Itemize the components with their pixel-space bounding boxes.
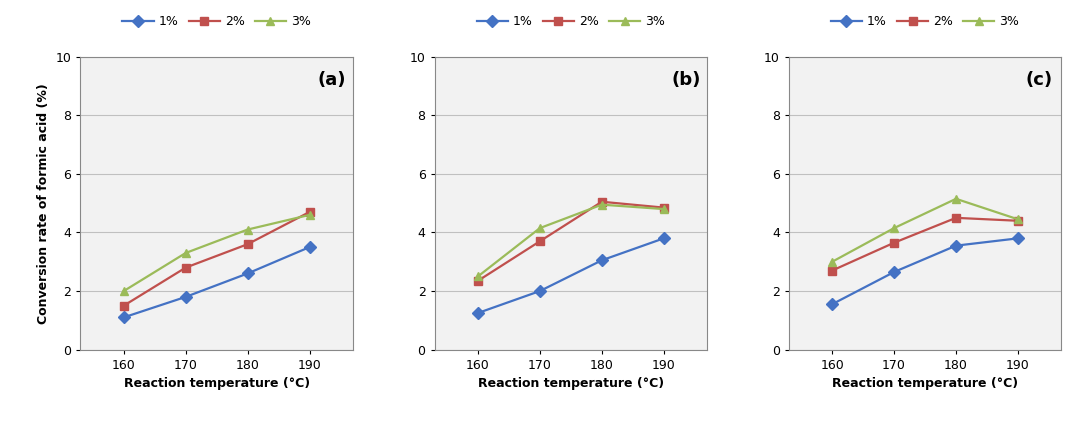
Line: 2%: 2% (474, 198, 668, 285)
1% (825, 302, 838, 307)
Line: 3%: 3% (120, 211, 314, 295)
Y-axis label: Conversion rate of formic acid (%): Conversion rate of formic acid (%) (36, 83, 50, 323)
3% (179, 250, 192, 256)
3% (1012, 217, 1025, 222)
Line: 3%: 3% (474, 201, 668, 281)
Legend: 1%, 2%, 3%: 1%, 2%, 3% (472, 10, 670, 33)
2% (888, 240, 900, 245)
2% (534, 239, 547, 244)
2% (472, 278, 485, 284)
1% (117, 315, 130, 320)
1% (303, 244, 316, 250)
1% (950, 243, 963, 248)
3% (888, 225, 900, 231)
2% (1012, 218, 1025, 223)
1% (595, 258, 608, 263)
3% (117, 288, 130, 294)
Line: 1%: 1% (474, 234, 668, 317)
1% (1012, 236, 1025, 241)
1% (241, 271, 254, 276)
Legend: 1%, 2%, 3%: 1%, 2%, 3% (825, 10, 1024, 33)
2% (950, 215, 963, 220)
2% (303, 209, 316, 215)
3% (534, 225, 547, 231)
2% (117, 303, 130, 309)
X-axis label: Reaction temperature (°C): Reaction temperature (°C) (123, 377, 310, 390)
1% (179, 294, 192, 299)
2% (595, 199, 608, 205)
2% (241, 242, 254, 247)
2% (179, 265, 192, 270)
Text: (b): (b) (672, 71, 701, 90)
Text: (c): (c) (1026, 71, 1053, 90)
X-axis label: Reaction temperature (°C): Reaction temperature (°C) (832, 377, 1018, 390)
3% (472, 274, 485, 279)
Line: 2%: 2% (828, 214, 1022, 275)
3% (595, 202, 608, 207)
2% (825, 268, 838, 273)
Text: (a): (a) (317, 71, 346, 90)
3% (950, 196, 963, 201)
3% (657, 206, 670, 212)
Line: 2%: 2% (120, 208, 314, 310)
Legend: 1%, 2%, 3%: 1%, 2%, 3% (118, 10, 316, 33)
1% (472, 310, 485, 316)
Line: 3%: 3% (828, 194, 1022, 266)
1% (657, 236, 670, 241)
3% (241, 227, 254, 232)
1% (534, 288, 547, 294)
1% (888, 269, 900, 274)
3% (825, 259, 838, 264)
Line: 1%: 1% (828, 234, 1022, 309)
3% (303, 212, 316, 218)
2% (657, 205, 670, 210)
X-axis label: Reaction temperature (°C): Reaction temperature (°C) (478, 377, 664, 390)
Line: 1%: 1% (120, 243, 314, 322)
